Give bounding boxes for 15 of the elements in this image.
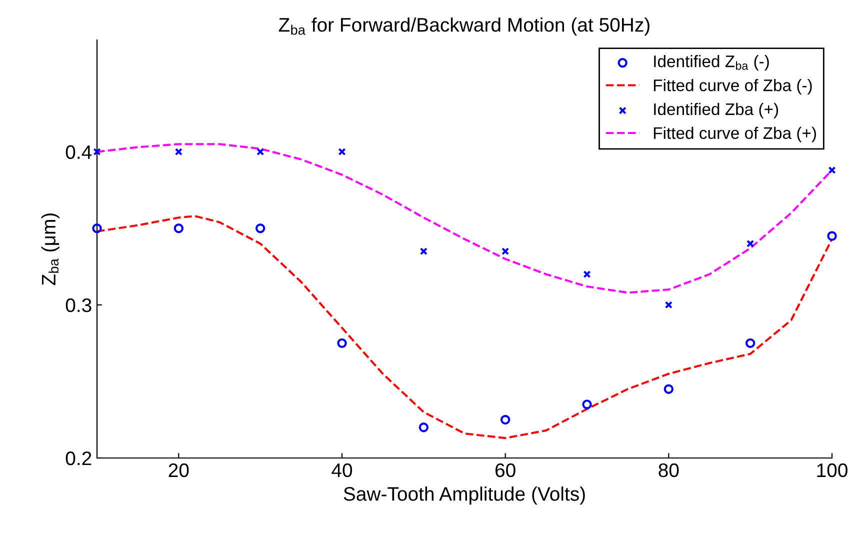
legend-label: Identified Z$_{ba}$ (-) bbox=[654, 55, 769, 71]
x-tick-label: 20 bbox=[168, 463, 189, 478]
legend-label: Fitted curve of Zba (+) bbox=[654, 126, 816, 142]
x-tick-label: 100 bbox=[817, 463, 848, 478]
x-tick-label: 60 bbox=[496, 463, 516, 478]
legend-label: Fitted curve of Zba (-) bbox=[654, 79, 812, 95]
chart-title: Z$_{ba}$ for Forward/Backward Motion (at 50Hz) bbox=[278, 17, 650, 36]
legend-label: Identified Zba (+) bbox=[654, 102, 778, 118]
y-tick-label: 0.4 bbox=[66, 145, 92, 160]
y-axis-title: Z$_{ba}$ (μm) bbox=[41, 213, 60, 286]
y-tick-label: 0.3 bbox=[66, 298, 92, 312]
x-axis-title: Saw-Tooth Amplitude (Volts) bbox=[344, 486, 585, 505]
x-tick-label: 40 bbox=[332, 463, 352, 478]
x-tick-label: 80 bbox=[658, 463, 679, 478]
y-tick-label: 0.2 bbox=[66, 451, 92, 466]
